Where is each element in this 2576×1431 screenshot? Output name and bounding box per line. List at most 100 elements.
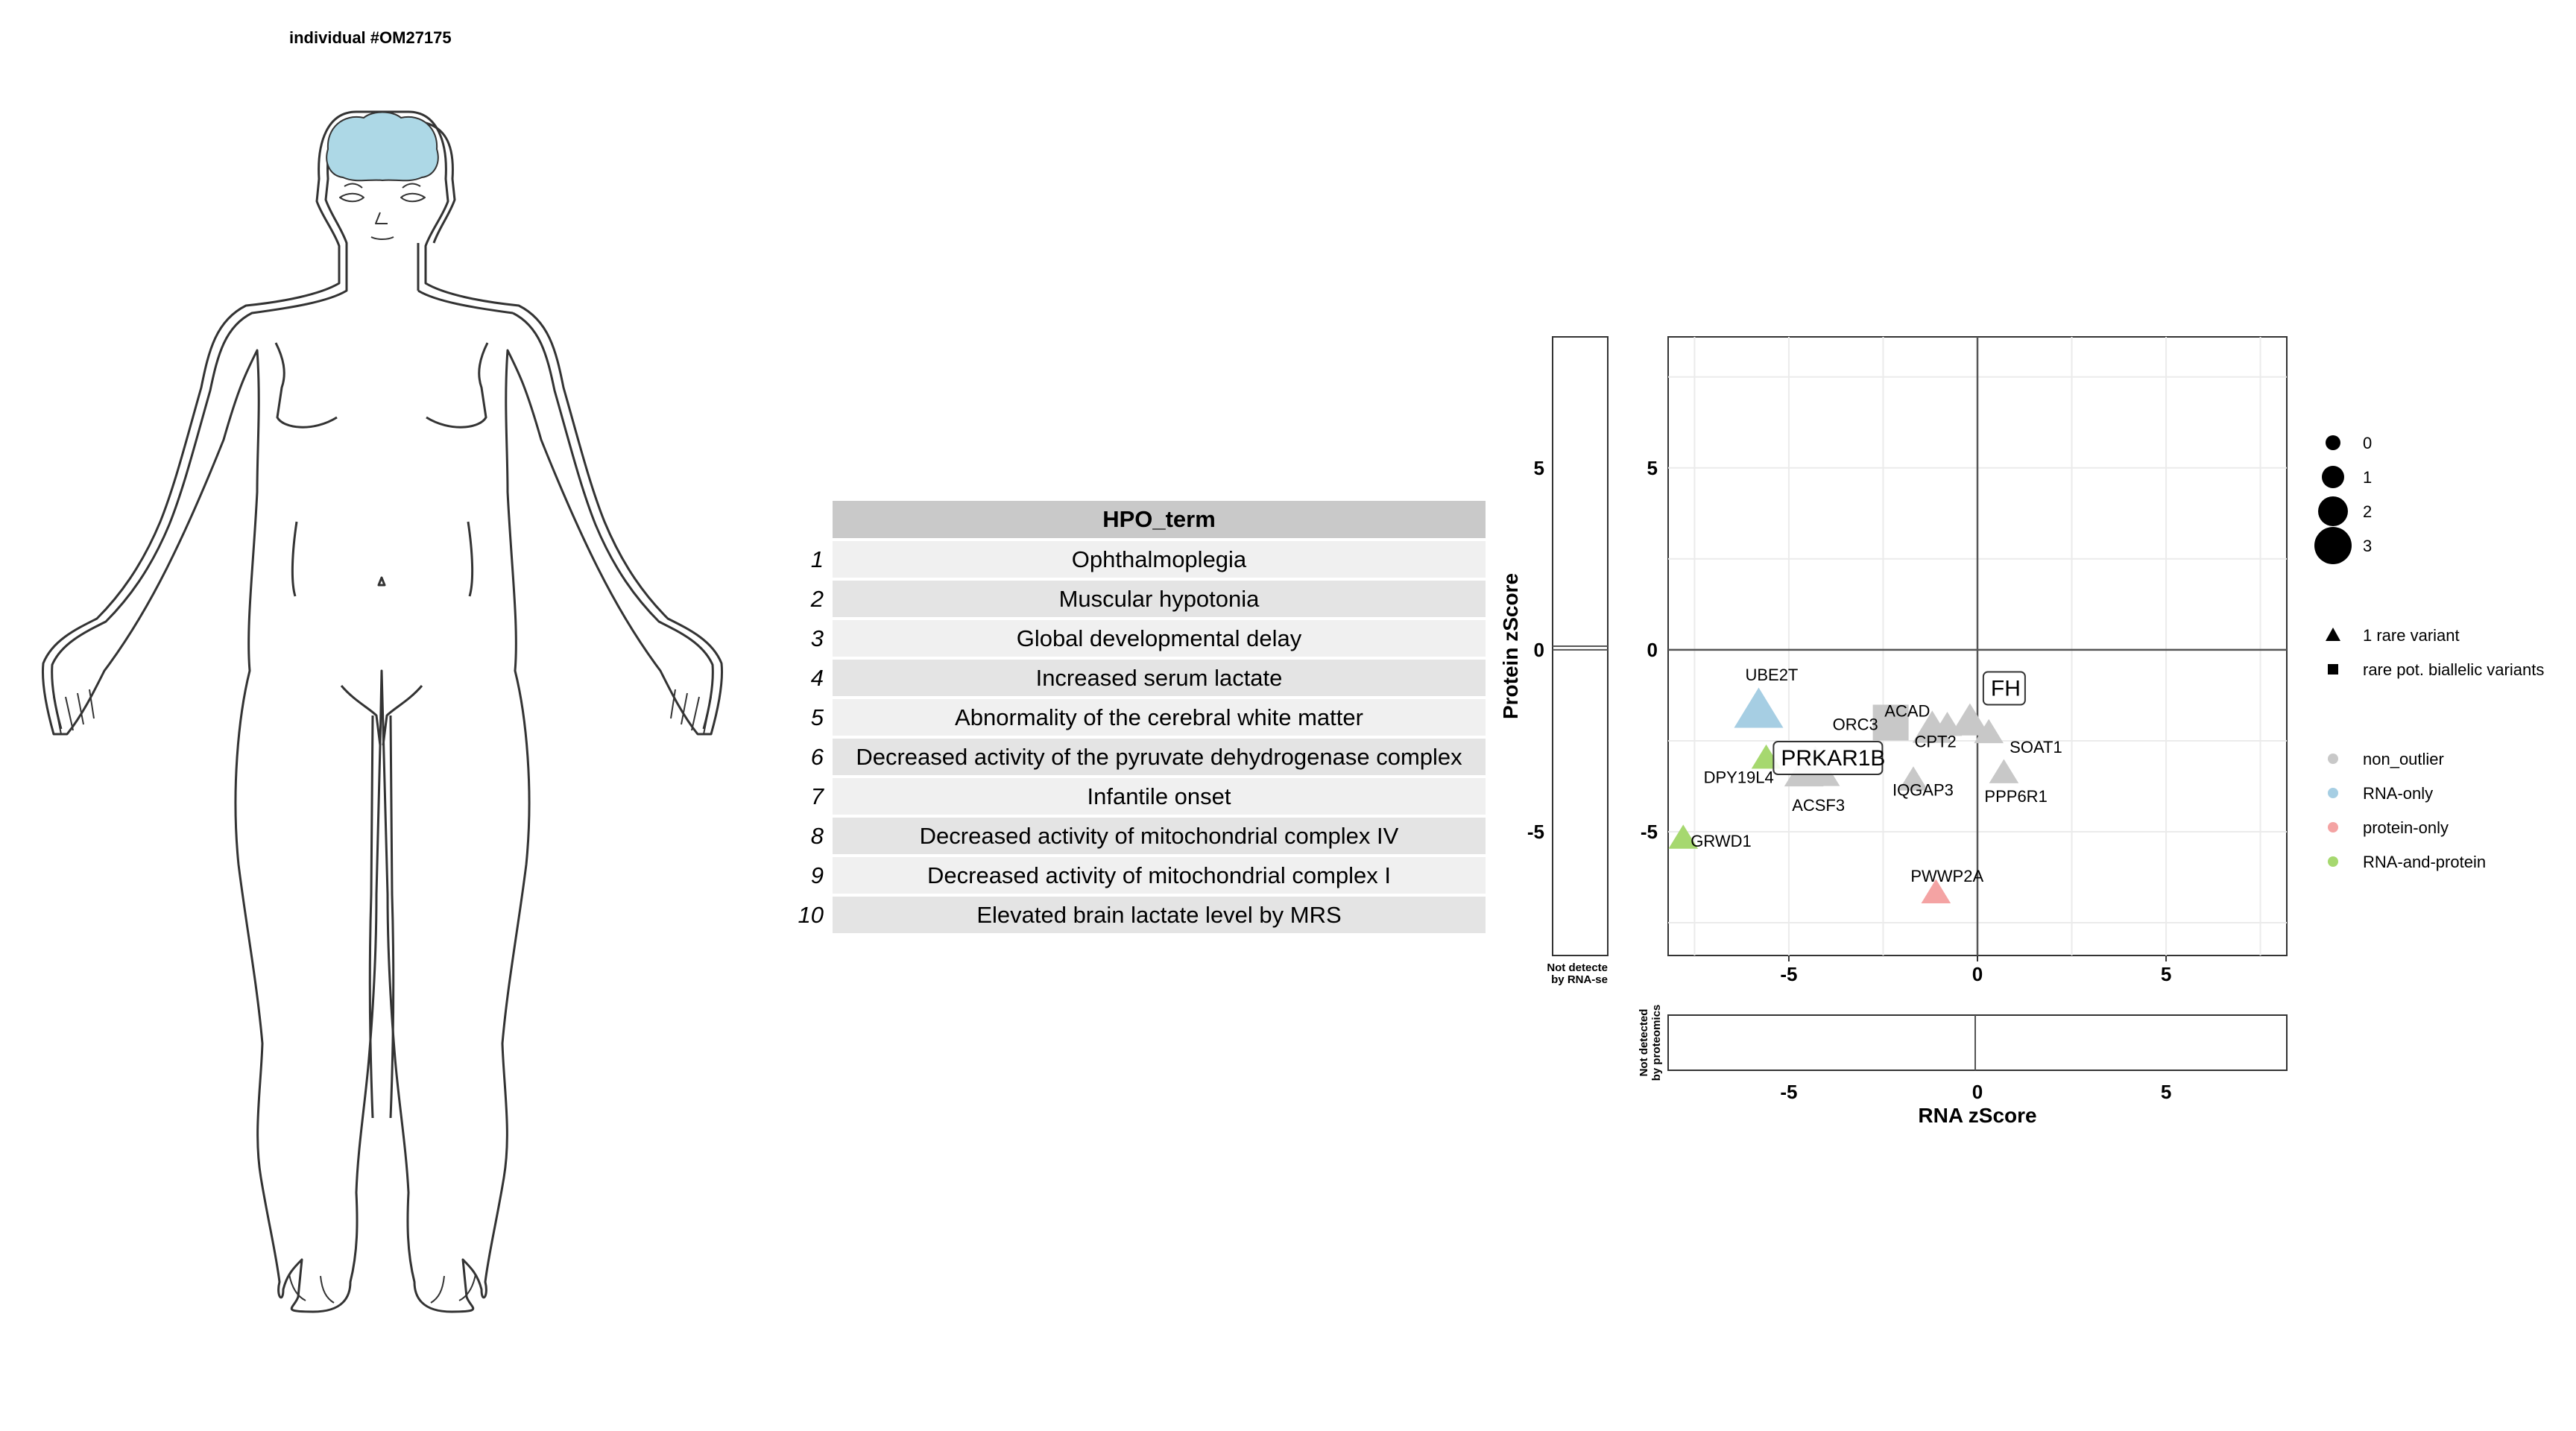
legend-size-key (2322, 466, 2344, 488)
legend-size-key (2318, 496, 2348, 526)
table-row: 3 Global developmental delay (775, 620, 1486, 657)
protein-not-detected-panel (1667, 1014, 2288, 1071)
gene-label: PRKAR1B (1781, 746, 1885, 771)
row-index: 6 (810, 743, 824, 770)
gene-label: ORC3 (1833, 716, 1878, 734)
legend-size-key (2314, 527, 2352, 564)
row-index: 9 (810, 862, 824, 888)
gene-label-box: FH (1982, 671, 2026, 706)
hpo-term-cell: Abnormality of the cerebral white matter (833, 699, 1486, 736)
row-index: 2 (810, 585, 824, 612)
hpo-term-table: HPO_term 1 Ophthalmoplegia 2 Muscular hypot… (775, 498, 1486, 936)
table-row: 4 Increased serum lactate (775, 660, 1486, 696)
gene-label: ACAD (1884, 701, 1930, 720)
table-row: 8 Decreased activity of mitochondrial com… (775, 818, 1486, 854)
body-outline (41, 110, 724, 1313)
y-tick-label-side: 0 (1534, 639, 1544, 661)
x-axis-title: RNA zScore (1918, 1104, 2036, 1127)
hpo-term-cell: Decreased activity of mitochondrial comp… (833, 818, 1486, 854)
legend-class-label: RNA-and-protein (2363, 853, 2486, 871)
legend-class-label: RNA-only (2363, 784, 2433, 803)
rna-panel-label: by RNA-se (1551, 973, 1608, 986)
row-index: 10 (798, 901, 824, 928)
hpo-term-cell: Infantile onset (833, 778, 1486, 815)
data-point-pwwp2a (1921, 879, 1951, 903)
table-row: 10 Elevated brain lactate level by MRS (775, 897, 1486, 933)
y-tick-label: 0 (1647, 639, 1658, 661)
gene-label: FH (1991, 677, 2021, 701)
row-index: 7 (810, 783, 824, 809)
gene-label: IQGAP3 (1892, 781, 1954, 800)
y-axis-title: Protein zScore (1499, 573, 1522, 719)
row-index: 3 (810, 625, 824, 651)
legend-class-label: protein-only (2363, 818, 2449, 837)
data-point-ppp6r1 (1989, 759, 2019, 783)
protein-panel-label: Not detected (1638, 1009, 1650, 1077)
x-tick-label: -5 (1780, 963, 1797, 985)
legend-triangle-key (2326, 628, 2340, 641)
gene-label: CPT2 (1915, 732, 1957, 751)
table-header: HPO_term (833, 501, 1486, 538)
x-tick-label: 5 (2161, 963, 2171, 985)
gene-label-frame (1982, 671, 2026, 706)
brain-highlight (326, 111, 439, 182)
table-row: 6 Decreased activity of the pyruvate dehy… (775, 739, 1486, 775)
legend-size-label: 2 (2363, 502, 2372, 521)
y-tick-label-side: 5 (1534, 457, 1544, 479)
gene-label-frame (1772, 741, 1884, 775)
hpo-term-cell: Decreased activity of the pyruvate dehyd… (833, 739, 1486, 775)
legend-size-label: 3 (2363, 537, 2372, 555)
hpo-term-cell: Decreased activity of mitochondrial comp… (833, 857, 1486, 894)
hpo-term-cell: Muscular hypotonia (833, 581, 1486, 617)
data-point-cpt2 (1932, 711, 1963, 736)
legend-size-label: 0 (2363, 434, 2372, 452)
gene-label: GRWD1 (1690, 832, 1752, 850)
rna-not-detected-panel (1552, 336, 1609, 956)
body-diagram (41, 110, 724, 1313)
row-index: 8 (810, 822, 824, 849)
data-point-ube2t (1734, 687, 1784, 728)
legend-shape-label: rare pot. biallelic variants (2363, 660, 2544, 679)
x-tick-label-bottom: 0 (1972, 1081, 1983, 1103)
x-tick-label: 0 (1972, 963, 1983, 985)
table-row: 7 Infantile onset (775, 778, 1486, 815)
y-tick-label: 5 (1647, 457, 1658, 479)
legend-color-key (2328, 822, 2338, 833)
protein-panel-label: by proteomics (1650, 1005, 1663, 1081)
x-tick-label-bottom: 5 (2161, 1081, 2171, 1103)
gene-label: ACSF3 (1792, 796, 1845, 815)
figure-title: individual #OM27175 (289, 28, 452, 47)
hpo-term-cell: Ophthalmoplegia (833, 541, 1486, 578)
row-index: 4 (810, 664, 824, 691)
gene-label: PPP6R1 (1984, 787, 2047, 806)
data-point-soat1 (1974, 718, 2004, 744)
rna-panel-label: Not detecte (1547, 961, 1608, 974)
x-tick-label-bottom: -5 (1780, 1081, 1797, 1103)
gene-label: UBE2T (1745, 666, 1798, 684)
row-index: 5 (810, 704, 824, 730)
legend-size-label: 1 (2363, 468, 2372, 487)
hpo-term-cell: Increased serum lactate (833, 660, 1486, 696)
legend-color-key (2328, 856, 2338, 867)
hpo-term-cell: Elevated brain lactate level by MRS (833, 897, 1486, 933)
row-index: 1 (810, 546, 824, 572)
legend-color-key (2328, 754, 2338, 764)
gene-label: PWWP2A (1910, 867, 1983, 885)
hpo-term-cell: Global developmental delay (833, 620, 1486, 657)
gene-label: DPY19L4 (1704, 768, 1774, 786)
legend-color-key (2328, 788, 2338, 798)
gene-label-box: PRKAR1B (1772, 741, 1885, 775)
legend-class-label: non_outlier (2363, 750, 2444, 768)
legend-square-key (2328, 664, 2338, 675)
gene-label: SOAT1 (2010, 738, 2062, 756)
y-tick-label-side: -5 (1527, 821, 1544, 843)
y-tick-label: -5 (1641, 821, 1658, 843)
table-row: 5 Abnormality of the cerebral white matte… (775, 699, 1486, 736)
table-row: 9 Decreased activity of mitochondrial com… (775, 857, 1486, 894)
legend-size-key (2326, 435, 2340, 450)
data-point-iqgap3 (1898, 766, 1928, 791)
table-row: 2 Muscular hypotonia (775, 581, 1486, 617)
data-point-grwd1 (1668, 824, 1699, 849)
data-point-orc3 (1872, 704, 1909, 741)
